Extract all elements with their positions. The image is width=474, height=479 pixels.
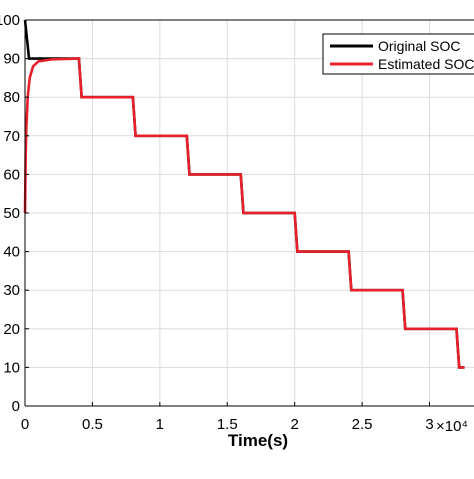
y-tick-label: 90 (3, 51, 20, 68)
legend-label-original: Original SOC (378, 38, 460, 54)
y-tick-label: 0 (12, 398, 20, 415)
series-layer (23, 19, 465, 369)
y-tick-label: 30 (3, 282, 20, 299)
y-tick-label: 100 (0, 12, 20, 29)
y-tick-label: 50 (3, 205, 20, 222)
x-tick-label: 1 (156, 416, 164, 433)
y-tick-label: 80 (3, 89, 20, 106)
y-tick-label: 60 (3, 166, 20, 183)
x-axis-label: Time(s) (228, 431, 288, 450)
x-tick-label: 2.5 (352, 416, 373, 433)
x-tick-label: 2 (290, 416, 298, 433)
legend-box (322, 33, 474, 75)
x-tick-label: 0 (21, 416, 29, 433)
axes-layer (24, 19, 474, 407)
x-tick-label: 3 (425, 416, 433, 433)
legend-label-estimated: Estimated SOC (378, 56, 474, 72)
y-tick-label: 70 (3, 128, 20, 145)
x-tick-label: 1.5 (217, 416, 238, 433)
grid-layer (25, 19, 474, 406)
x-axis-multiplier: ×10⁴ (436, 418, 468, 435)
x-tick-label: 0.5 (82, 416, 103, 433)
tick-labels: 00.511.522.530102030405060708090100 (0, 12, 434, 433)
series-line-estimated-soc (23, 57, 465, 369)
y-tick-label: 10 (3, 359, 20, 376)
y-tick-label: 20 (3, 321, 20, 338)
legend: Original SOC Estimated SOC (322, 33, 474, 75)
y-tick-label: 40 (3, 244, 20, 261)
